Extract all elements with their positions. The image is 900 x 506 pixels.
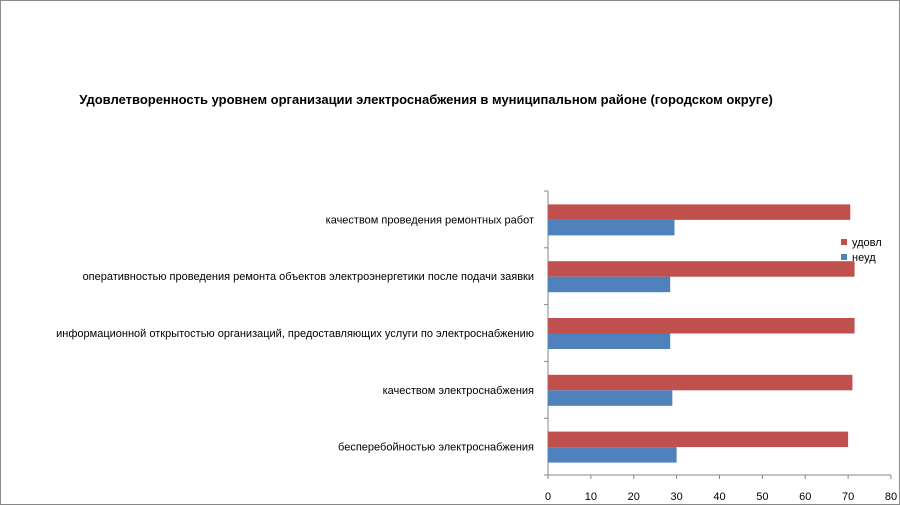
x-tick-label: 50 bbox=[756, 491, 768, 503]
x-tick-label: 10 bbox=[585, 491, 597, 503]
category-labels: бесперебойностью электроснабжения качеств… bbox=[56, 214, 534, 453]
x-tick-label: 80 bbox=[885, 491, 897, 503]
bar-неуд-1 bbox=[548, 390, 673, 406]
x-tick-label: 70 bbox=[842, 491, 854, 503]
legend-swatch bbox=[841, 239, 847, 245]
legend: удовл неуд bbox=[841, 237, 882, 264]
bar-удовл-1 bbox=[548, 374, 853, 391]
category-label: качеством проведения ремонтных работ bbox=[326, 214, 534, 226]
legend-label: неуд bbox=[852, 252, 876, 264]
chart-title: Удовлетворенность уровнем организации эл… bbox=[79, 92, 773, 107]
tick-labels: 0 10 20 30 40 50 60 70 80 bbox=[545, 491, 897, 503]
bar-удовл-3 bbox=[548, 261, 855, 277]
bar-неуд-2 bbox=[548, 333, 671, 349]
bars bbox=[548, 204, 855, 463]
category-label: информационной открытостью организаций, … bbox=[56, 328, 534, 340]
bar-удовл-4 bbox=[548, 204, 851, 220]
x-tick-label: 60 bbox=[799, 491, 811, 503]
x-tick-label: 20 bbox=[628, 491, 640, 503]
x-tick-label: 0 bbox=[545, 491, 551, 503]
x-tick-label: 30 bbox=[671, 491, 683, 503]
bar-удовл-0 bbox=[548, 431, 849, 448]
x-tick-label: 40 bbox=[713, 491, 725, 503]
legend-swatch bbox=[841, 254, 847, 260]
bar-удовл-2 bbox=[548, 318, 855, 334]
bar-неуд-0 bbox=[548, 447, 677, 463]
bar-неуд-3 bbox=[548, 276, 671, 293]
bar-неуд-4 bbox=[548, 219, 675, 236]
category-label: бесперебойностью электроснабжения bbox=[338, 442, 534, 454]
category-label: оперативностью проведения ремонта объект… bbox=[83, 271, 534, 283]
legend-label: удовл bbox=[852, 237, 882, 249]
category-label: качеством электроснабжения bbox=[383, 385, 534, 397]
